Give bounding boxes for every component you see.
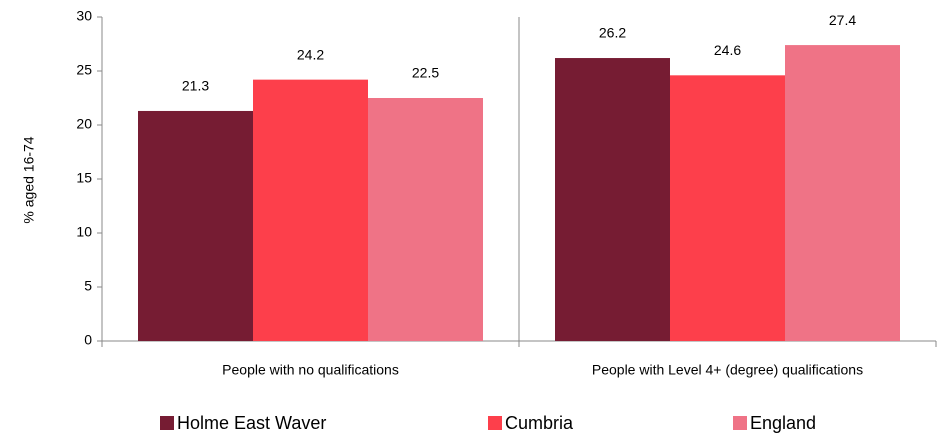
y-tick-label: 25 [76, 62, 92, 78]
y-tick-label: 5 [84, 278, 92, 294]
bar [785, 45, 900, 342]
legend-label: Holme East Waver [177, 413, 326, 433]
y-tick-label: 30 [76, 8, 92, 24]
data-label: 21.3 [182, 78, 209, 94]
legend-label: Cumbria [505, 413, 574, 433]
legend-swatch [160, 416, 174, 430]
legend-label: England [750, 413, 816, 433]
bar [368, 98, 483, 341]
bar [670, 75, 785, 341]
data-label: 22.5 [412, 65, 439, 81]
data-label: 24.6 [714, 42, 741, 58]
data-label: 27.4 [829, 12, 856, 28]
legend-swatch [733, 416, 747, 430]
data-label: 26.2 [599, 25, 626, 41]
bar [253, 79, 368, 341]
bar [555, 58, 670, 341]
y-tick-label: 15 [76, 170, 92, 186]
y-tick-label: 10 [76, 224, 92, 240]
y-tick-label: 20 [76, 116, 92, 132]
x-tick-label: People with Level 4+ (degree) qualificat… [592, 362, 863, 378]
y-tick-label: 0 [84, 332, 92, 348]
legend-swatch [488, 416, 502, 430]
x-tick-label: People with no qualifications [222, 362, 399, 378]
bar [138, 110, 253, 342]
data-label: 24.2 [297, 46, 324, 62]
y-axis-label: % aged 16-74 [21, 136, 37, 223]
